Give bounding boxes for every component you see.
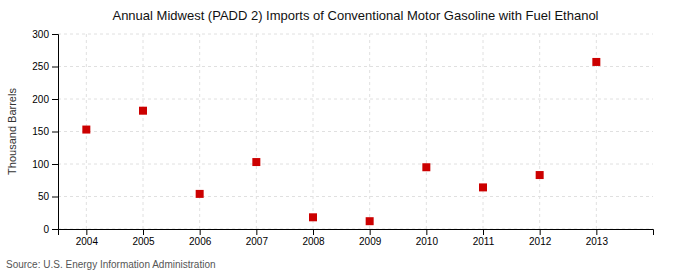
tick-label: 2011 xyxy=(473,236,495,247)
grid-line-y xyxy=(58,131,653,132)
point xyxy=(422,163,430,171)
tick-label: 100 xyxy=(32,159,49,170)
tick: 2009 xyxy=(359,229,382,247)
tick: 2008 xyxy=(302,229,325,247)
tick: 250 xyxy=(32,61,58,72)
chart-container: 2004 2005 2006 2007 2008 2009 2010 2011 2012 2013… xyxy=(0,0,675,275)
title: Annual Midwest (PADD 2) Imports of Conve… xyxy=(112,8,598,23)
point xyxy=(82,126,90,134)
tick-mark xyxy=(52,34,58,35)
grid-line-y xyxy=(58,34,653,35)
tick: 2011 xyxy=(473,229,495,247)
tick-label: 200 xyxy=(32,94,49,105)
tick: 2004 xyxy=(76,229,99,247)
tick-label: 250 xyxy=(32,61,49,72)
tick-label: 2012 xyxy=(529,236,552,247)
axis-line xyxy=(52,35,59,230)
grid-line-y xyxy=(58,99,653,100)
grid xyxy=(58,34,653,229)
tick-mark xyxy=(370,229,371,235)
tick-label: 2005 xyxy=(132,236,155,247)
tick: 2012 xyxy=(529,229,552,247)
tick-mark xyxy=(52,164,58,165)
point xyxy=(592,58,600,66)
tick-label: 2007 xyxy=(246,236,269,247)
tick-label: 50 xyxy=(38,191,50,202)
tick-mark xyxy=(52,197,58,198)
grid-line-y xyxy=(58,164,653,165)
tick-label: 2009 xyxy=(359,236,382,247)
tick: 0 xyxy=(43,224,58,235)
tick: 2007 xyxy=(246,229,269,247)
tick-mark xyxy=(256,229,257,235)
tick-mark xyxy=(540,229,541,235)
tick: 2010 xyxy=(416,229,439,247)
tick-label: 2010 xyxy=(416,236,439,247)
point xyxy=(139,107,147,115)
tick-mark xyxy=(86,229,87,235)
tick-label: 0 xyxy=(43,224,49,235)
tick-mark xyxy=(143,229,144,235)
tick-mark xyxy=(52,67,58,68)
point xyxy=(479,183,487,191)
point xyxy=(252,158,260,166)
chart-svg: 2004 2005 2006 2007 2008 2009 2010 2011 2012 2013… xyxy=(0,0,675,275)
y-axis-label: Thousand Barrels xyxy=(6,88,18,175)
tick: 2006 xyxy=(189,229,212,247)
grid-line-x xyxy=(199,34,200,229)
tick: 200 xyxy=(32,94,58,105)
tick-mark xyxy=(52,99,58,100)
tick: 2013 xyxy=(586,229,609,247)
tick-label: 300 xyxy=(32,29,49,40)
tick-mark xyxy=(426,229,427,235)
y-axis: 0 50 100 150 200 250 300 xyxy=(32,29,58,235)
tick-label: 2013 xyxy=(586,236,609,247)
axis-line xyxy=(59,230,654,236)
tick-label: 2004 xyxy=(76,236,99,247)
tick-mark xyxy=(596,229,597,235)
grid-line-y xyxy=(58,66,653,67)
tick-mark xyxy=(313,229,314,235)
tick: 300 xyxy=(32,29,58,40)
x-axis: 2004 2005 2006 2007 2008 2009 2010 2011 2012 2013 xyxy=(59,229,654,247)
point xyxy=(196,190,204,198)
tick-label: 150 xyxy=(32,126,49,137)
tick: 2005 xyxy=(132,229,155,247)
tick: 100 xyxy=(32,159,58,170)
source: Source: U.S. Energy Information Administ… xyxy=(6,259,216,270)
tick-label: 2008 xyxy=(302,236,325,247)
grid-line-x xyxy=(483,34,484,229)
point xyxy=(536,171,544,179)
tick: 150 xyxy=(32,126,58,137)
tick-mark xyxy=(483,229,484,235)
tick-mark xyxy=(200,229,201,235)
points xyxy=(82,58,600,225)
point xyxy=(366,217,374,225)
tick-label: 2006 xyxy=(189,236,212,247)
grid-line-y xyxy=(58,196,653,197)
tick: 50 xyxy=(38,191,58,202)
tick-mark xyxy=(52,132,58,133)
point xyxy=(309,213,317,221)
tick-mark xyxy=(52,229,58,230)
